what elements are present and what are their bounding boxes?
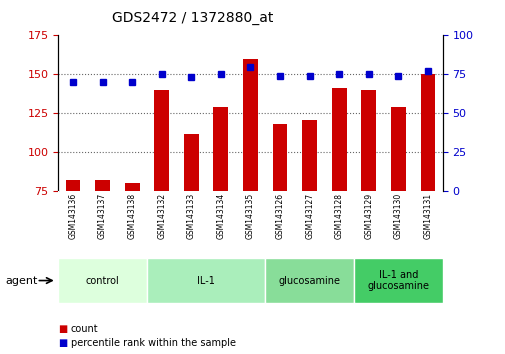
Bar	[301, 120, 317, 191]
Text: agent: agent	[5, 275, 37, 286]
Text: ■: ■	[58, 324, 67, 334]
Text: percentile rank within the sample: percentile rank within the sample	[71, 338, 235, 348]
Text: glucosamine: glucosamine	[278, 275, 340, 286]
Text: GSM143131: GSM143131	[423, 193, 432, 239]
Text: GSM143129: GSM143129	[364, 193, 373, 239]
Bar	[265, 258, 354, 303]
Bar	[146, 258, 265, 303]
Bar	[183, 133, 198, 191]
Text: GSM143133: GSM143133	[186, 193, 195, 239]
Bar	[66, 180, 80, 191]
Text: GSM143136: GSM143136	[68, 193, 77, 239]
Text: GSM143126: GSM143126	[275, 193, 284, 239]
Bar	[213, 107, 228, 191]
Text: GSM143128: GSM143128	[334, 193, 343, 239]
Text: GSM143132: GSM143132	[157, 193, 166, 239]
Bar	[242, 59, 258, 191]
Bar	[58, 258, 146, 303]
Bar	[125, 183, 139, 191]
Bar	[354, 258, 442, 303]
Text: GSM143134: GSM143134	[216, 193, 225, 239]
Bar	[154, 90, 169, 191]
Text: GDS2472 / 1372880_at: GDS2472 / 1372880_at	[112, 11, 272, 25]
Bar	[361, 90, 375, 191]
Text: GSM143137: GSM143137	[98, 193, 107, 239]
Bar	[390, 107, 405, 191]
Text: GSM143127: GSM143127	[305, 193, 314, 239]
Text: control: control	[85, 275, 119, 286]
Bar	[95, 180, 110, 191]
Text: ■: ■	[58, 338, 67, 348]
Bar	[331, 88, 346, 191]
Text: GSM143138: GSM143138	[127, 193, 136, 239]
Text: GSM143130: GSM143130	[393, 193, 402, 239]
Text: count: count	[71, 324, 98, 334]
Text: IL-1: IL-1	[197, 275, 215, 286]
Bar	[420, 74, 434, 191]
Bar	[272, 124, 287, 191]
Text: IL-1 and
glucosamine: IL-1 and glucosamine	[367, 270, 429, 291]
Text: GSM143135: GSM143135	[245, 193, 255, 239]
